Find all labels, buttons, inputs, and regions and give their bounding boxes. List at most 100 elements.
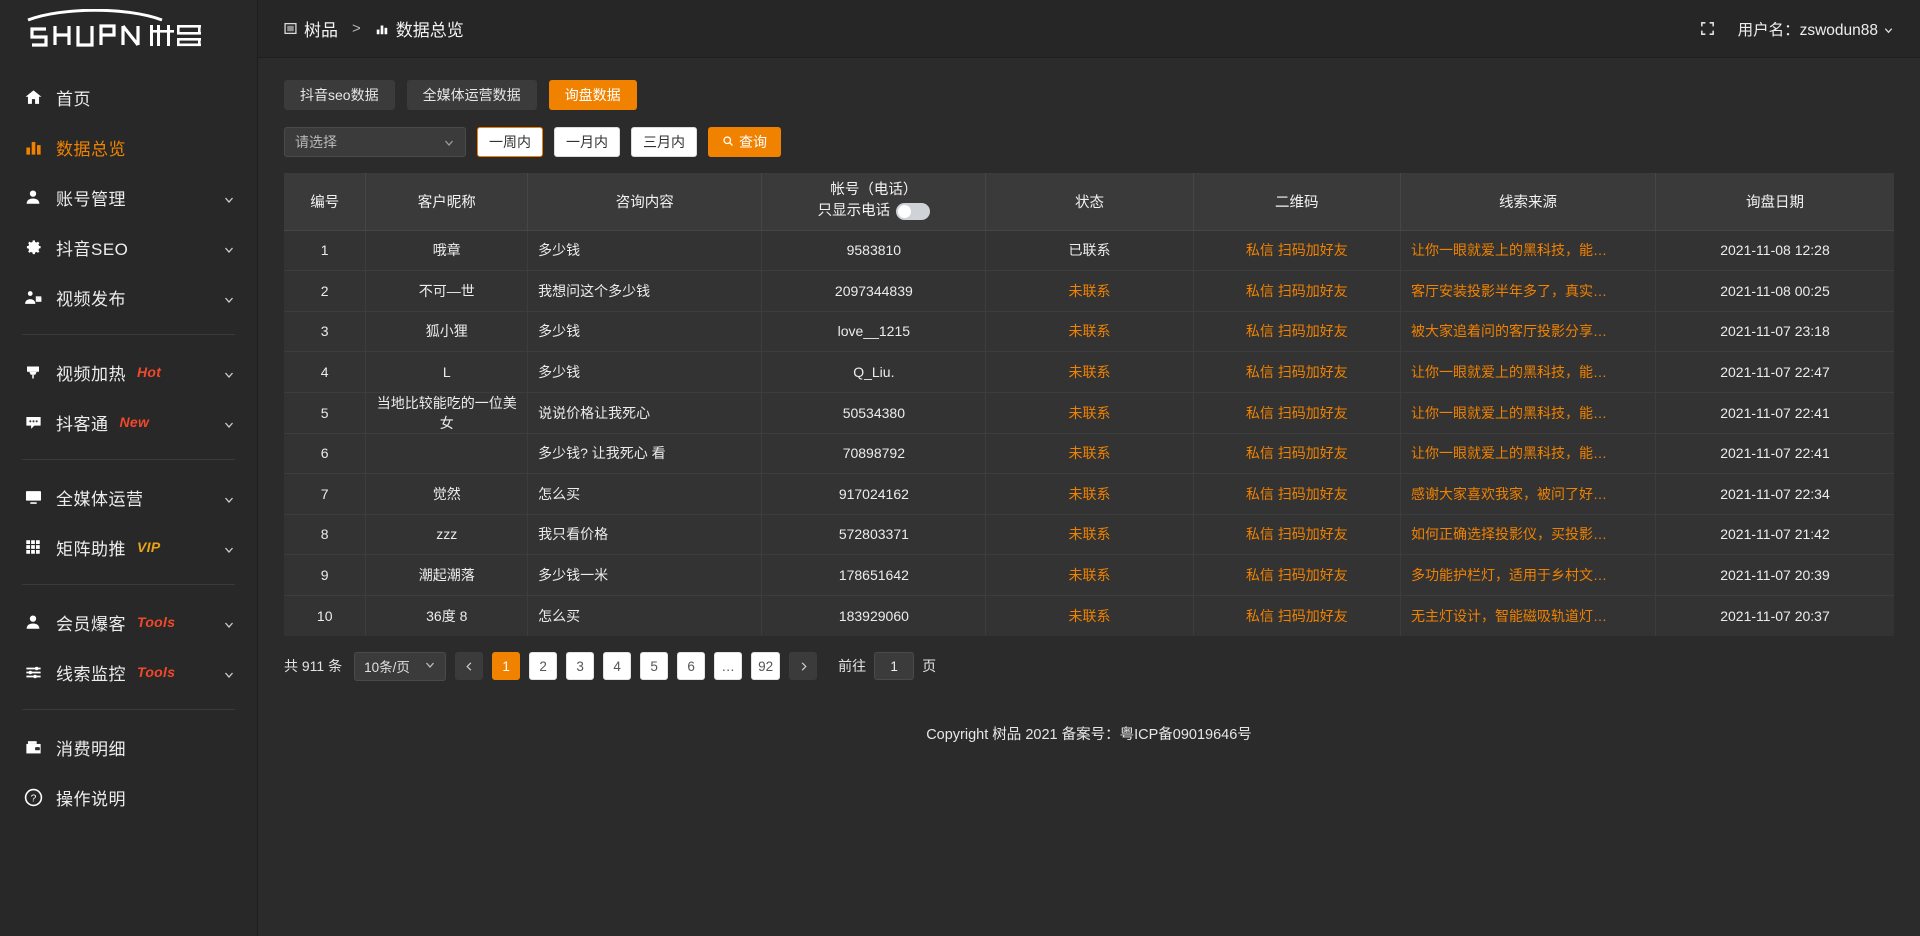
table-row[interactable]: 7 觉然 怎么买 917024162 未联系 私信 扫码加好友 感谢大家喜欢我家… <box>284 473 1894 515</box>
cell-source[interactable]: 让你一眼就爱上的黑科技，能… <box>1400 433 1656 474</box>
phone-only-toggle-row: 只显示电话 <box>770 201 977 222</box>
source-link[interactable]: 被大家追着问的客厅投影分享… <box>1410 323 1607 340</box>
wallet-icon <box>22 736 44 758</box>
table-row[interactable]: 4 L 多少钱 Q_Liu. 未联系 私信 扫码加好友 让你一眼就爱上的黑科技，… <box>284 351 1894 393</box>
tab-douyin-seo-data[interactable]: 抖音seo数据 <box>284 80 395 110</box>
qrcode-link[interactable]: 私信 扫码加好友 <box>1193 270 1401 312</box>
cell-source[interactable]: 让你一眼就爱上的黑科技，能… <box>1400 392 1656 434</box>
source-link[interactable]: 让你一眼就爱上的黑科技，能… <box>1410 404 1607 421</box>
table-header-row: 编号 客户昵称 咨询内容 帐号（电话） 只显示电话 状态 <box>284 173 1894 231</box>
cell-source[interactable]: 感谢大家喜欢我家，被问了好… <box>1400 473 1656 515</box>
table-row[interactable]: 3 狐小狸 多少钱 love__1215 未联系 私信 扫码加好友 被大家追着问… <box>284 311 1894 352</box>
cell-source[interactable]: 如何正确选择投影仪，买投影… <box>1400 514 1656 555</box>
brand-logo[interactable] <box>0 0 257 58</box>
next-page-button[interactable] <box>789 652 818 680</box>
cell-source[interactable]: 多功能护栏灯，适用于乡村文… <box>1400 554 1656 596</box>
qrcode-link[interactable]: 私信 扫码加好友 <box>1193 595 1401 636</box>
source-link[interactable]: 多功能护栏灯，适用于乡村文… <box>1410 566 1607 583</box>
goto-page-input[interactable] <box>874 652 915 680</box>
page-button-4[interactable]: 4 <box>603 652 632 680</box>
chevron-down-icon[interactable] <box>223 241 235 253</box>
source-link[interactable]: 如何正确选择投影仪，买投影… <box>1410 526 1607 543</box>
sidebar-item-omni-media[interactable]: 全媒体运营 <box>0 472 257 522</box>
phone-only-label: 只显示电话 <box>817 203 891 220</box>
qrcode-link[interactable]: 私信 扫码加好友 <box>1193 433 1401 474</box>
chevron-down-icon[interactable] <box>223 616 235 628</box>
sidebar-item-lead-monitor[interactable]: 线索监控 Tools <box>0 647 257 697</box>
cell-account: 183929060 <box>761 595 987 636</box>
query-button[interactable]: 查询 <box>708 127 781 157</box>
table-row[interactable]: 5 当地比较能吃的一位美女 说说价格让我死心 50534380 未联系 私信 扫… <box>284 392 1894 434</box>
chevron-down-icon[interactable] <box>223 491 235 503</box>
qrcode-link[interactable]: 私信 扫码加好友 <box>1193 473 1401 515</box>
account-select[interactable]: 请选择 <box>284 127 466 157</box>
table-row[interactable]: 8 zzz 我只看价格 572803371 未联系 私信 扫码加好友 如何正确选… <box>284 514 1894 555</box>
sidebar-item-account-management[interactable]: 账号管理 <box>0 172 257 222</box>
qrcode-link[interactable]: 私信 扫码加好友 <box>1193 554 1401 596</box>
table-row[interactable]: 6 多少钱? 让我死心 看 70898792 未联系 私信 扫码加好友 让你一眼… <box>284 433 1894 474</box>
qrcode-link[interactable]: 私信 扫码加好友 <box>1193 392 1401 434</box>
fullscreen-icon[interactable] <box>1699 20 1716 37</box>
page-button-2[interactable]: 2 <box>529 652 558 680</box>
page-button-last[interactable]: 92 <box>751 652 781 680</box>
cell-date: 2021-11-07 22:41 <box>1655 433 1894 474</box>
user-menu[interactable]: 用户名：zswodun88 <box>1738 18 1894 40</box>
sidebar-item-data-overview[interactable]: 数据总览 <box>0 122 257 172</box>
sidebar-item-home[interactable]: 首页 <box>0 72 257 122</box>
breadcrumb-item-current[interactable]: 数据总览 <box>375 16 464 41</box>
sidebar-item-consumption-detail[interactable]: 消费明细 <box>0 722 257 772</box>
sidebar-item-video-publish[interactable]: 视频发布 <box>0 272 257 322</box>
cell-source[interactable]: 被大家追着问的客厅投影分享… <box>1400 311 1656 352</box>
bar-chart-icon <box>375 22 389 36</box>
tab-omni-media-data[interactable]: 全媒体运营数据 <box>406 80 537 110</box>
page-button-5[interactable]: 5 <box>640 652 669 680</box>
table-row[interactable]: 1 哦章 多少钱 9583810 已联系 私信 扫码加好友 让你一眼就爱上的黑科… <box>284 230 1894 271</box>
range-button-one-month[interactable]: 一月内 <box>554 127 620 157</box>
source-link[interactable]: 让你一眼就爱上的黑科技，能… <box>1410 242 1607 259</box>
cell-account: 50534380 <box>761 392 987 434</box>
range-button-one-week[interactable]: 一周内 <box>477 127 543 157</box>
chevron-down-icon[interactable] <box>223 191 235 203</box>
range-button-three-months[interactable]: 三月内 <box>631 127 697 157</box>
qrcode-link[interactable]: 私信 扫码加好友 <box>1193 230 1401 271</box>
qrcode-link[interactable]: 私信 扫码加好友 <box>1193 311 1401 352</box>
page-button-6[interactable]: 6 <box>677 652 706 680</box>
chevron-down-icon[interactable] <box>223 541 235 553</box>
page-button-3[interactable]: 3 <box>566 652 595 680</box>
table-row[interactable]: 9 潮起潮落 多少钱一米 178651642 未联系 私信 扫码加好友 多功能护… <box>284 554 1894 596</box>
page-size-select[interactable]: 10条/页 <box>354 651 447 681</box>
qrcode-link[interactable]: 私信 扫码加好友 <box>1193 514 1401 555</box>
tab-inquiry-data[interactable]: 询盘数据 <box>548 80 637 110</box>
cell-source[interactable]: 让你一眼就爱上的黑科技，能… <box>1400 230 1656 271</box>
chevron-down-icon[interactable] <box>223 291 235 303</box>
qrcode-link[interactable]: 私信 扫码加好友 <box>1193 351 1401 393</box>
cell-account: 178651642 <box>761 554 987 596</box>
sidebar-item-instructions[interactable]: ? 操作说明 <box>0 772 257 822</box>
status-badge: 未联系 <box>985 595 1194 636</box>
cell-source[interactable]: 让你一眼就爱上的黑科技，能… <box>1400 351 1656 393</box>
sidebar-item-matrix-boost[interactable]: 矩阵助推 VIP <box>0 522 257 572</box>
source-link[interactable]: 客厅安装投影半年多了，真实… <box>1410 282 1607 299</box>
page-button-1[interactable]: 1 <box>492 652 521 680</box>
sidebar-item-douketong[interactable]: 抖客通 New <box>0 397 257 447</box>
cell-source[interactable]: 无主灯设计，智能磁吸轨道灯… <box>1400 595 1656 636</box>
source-link[interactable]: 让你一眼就爱上的黑科技，能… <box>1410 363 1607 380</box>
chevron-down-icon[interactable] <box>223 366 235 378</box>
table-row[interactable]: 10 36度 8 怎么买 183929060 未联系 私信 扫码加好友 无主灯设… <box>284 595 1894 636</box>
sidebar-item-video-boost[interactable]: 视频加热 Hot <box>0 347 257 397</box>
sidebar-item-member-leads[interactable]: 会员爆客 Tools <box>0 597 257 647</box>
prev-page-button[interactable] <box>455 652 484 680</box>
chevron-down-icon[interactable] <box>223 666 235 678</box>
phone-only-toggle[interactable] <box>896 203 931 221</box>
breadcrumb-item-root[interactable]: 树品 <box>284 16 338 41</box>
table-row[interactable]: 2 不可—世 我想问这个多少钱 2097344839 未联系 私信 扫码加好友 … <box>284 270 1894 312</box>
sidebar-item-douyin-seo[interactable]: 抖音SEO <box>0 222 257 272</box>
source-link[interactable]: 让你一眼就爱上的黑科技，能… <box>1410 445 1607 462</box>
source-link[interactable]: 无主灯设计，智能磁吸轨道灯… <box>1410 607 1607 624</box>
page-ellipsis-button[interactable]: … <box>714 652 743 680</box>
chevron-down-icon[interactable] <box>223 416 235 428</box>
status-badge: 已联系 <box>985 230 1194 271</box>
sidebar-divider <box>22 334 235 335</box>
cell-source[interactable]: 客厅安装投影半年多了，真实… <box>1400 270 1656 312</box>
source-link[interactable]: 感谢大家喜欢我家，被问了好… <box>1410 485 1607 502</box>
